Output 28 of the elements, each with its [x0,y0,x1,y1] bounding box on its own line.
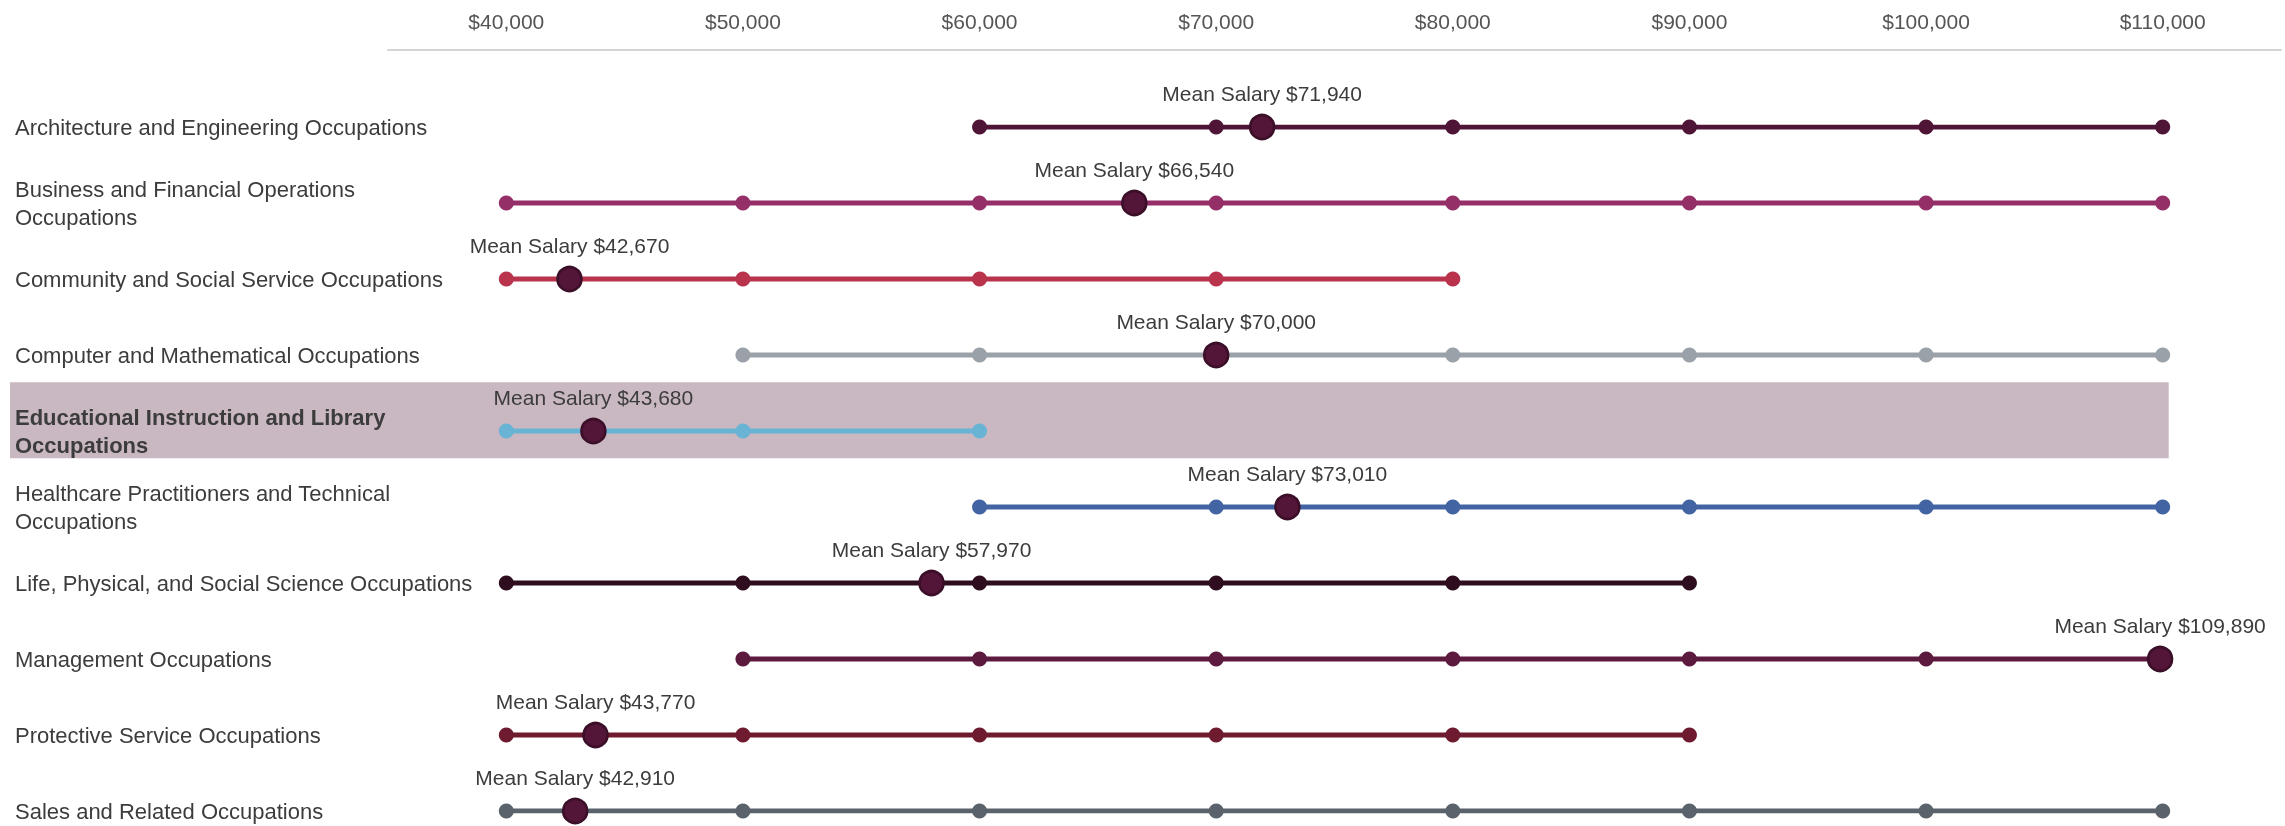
data-label: Mean Salary $66,540 [1034,157,1235,181]
y-tick-label: Healthcare Practitioners and Technical Occupations [15,480,397,534]
y-tick-label: Life, Physical, and Social Science Occupations [15,570,473,596]
y-tick-label: Business and Financial Operations Occupations [15,176,362,230]
x-tick-label: $100,000 [1882,10,1970,33]
data-label: Mean Salary $109,890 [2054,613,2266,637]
x-tick-label: $80,000 [1414,10,1491,33]
x-tick-label: $60,000 [941,10,1018,33]
y-tick-label: Architecture and Engineering Occupations [15,114,428,140]
x-tick-label: $40,000 [468,10,545,33]
data-label: Mean Salary $70,000 [1116,309,1317,333]
data-label: Mean Salary $57,970 [831,537,1032,561]
data-label: Mean Salary $42,910 [475,765,675,789]
x-tick-label: $110,000 [2119,10,2206,33]
data-label: Mean Salary $71,940 [1162,81,1362,105]
y-tick-label: Educational Instruction and Library Occupations [15,404,392,458]
x-tick-label: $90,000 [1651,10,1728,33]
data-label: Mean Salary $43,680 [493,385,694,409]
data-label: Mean Salary $42,670 [469,233,670,257]
y-tick-label: Sales and Related Occupations [15,798,324,824]
data-label: Mean Salary $73,010 [1187,461,1388,485]
x-tick-label: $70,000 [1178,10,1255,33]
x-tick-label: $50,000 [704,10,781,33]
y-tick-label: Management Occupations [15,646,272,672]
y-tick-label: Computer and Mathematical Occupations [15,342,420,368]
y-tick-label: Protective Service Occupations [15,722,321,748]
y-tick-label: Community and Social Service Occupations [15,266,443,292]
data-label: Mean Salary $43,770 [495,689,696,713]
